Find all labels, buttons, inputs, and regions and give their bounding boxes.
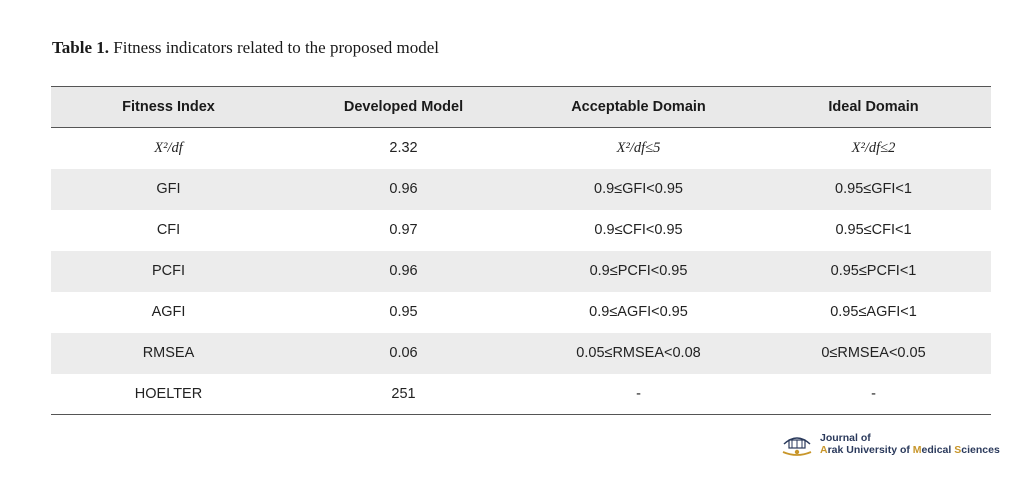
fitness-table-container: Fitness Index Developed Model Acceptable… bbox=[51, 86, 991, 415]
cell-developed: 2.32 bbox=[389, 140, 418, 157]
fitness-table: Fitness Index Developed Model Acceptable… bbox=[51, 86, 991, 415]
header-fitness-index: Fitness Index bbox=[51, 86, 286, 128]
journal-name-line2: Arak University of Medical Sciences bbox=[820, 444, 1000, 456]
caption-label: Table 1. bbox=[52, 38, 110, 57]
journal-name-line1: Journal of bbox=[820, 432, 871, 444]
table-row: RMSEA 0.06 0.05≤RMSEA<0.08 0≤RMSEA<0.05 bbox=[51, 332, 991, 374]
header-ideal-domain: Ideal Domain bbox=[756, 86, 991, 128]
cell-developed: 251 bbox=[286, 373, 521, 415]
caption-text: Fitness indicators related to the propos… bbox=[109, 38, 440, 57]
cell-developed: 0.96 bbox=[389, 181, 418, 197]
table-row: AGFI 0.95 0.9≤AGFI<0.95 0.95≤AGFI<1 bbox=[51, 292, 991, 333]
cell-ideal: X²/df≤2 bbox=[851, 139, 896, 156]
cell-acceptable: 0.9≤CFI<0.95 bbox=[594, 222, 683, 238]
table-row: PCFI 0.96 0.9≤PCFI<0.95 0.95≤PCFI<1 bbox=[51, 250, 991, 292]
cell-index: RMSEA bbox=[142, 345, 195, 361]
cell-ideal: - bbox=[756, 373, 991, 415]
cell-ideal: 0.95≤AGFI<1 bbox=[830, 304, 917, 320]
cell-index: PCFI bbox=[151, 263, 186, 279]
cell-developed: 0.95 bbox=[389, 304, 418, 320]
table-row: HOELTER 251 - - bbox=[51, 373, 991, 415]
journal-name: Journal of Arak University of Medical Sc… bbox=[820, 432, 1000, 456]
table-row: GFI 0.96 0.9≤GFI<0.95 0.95≤GFI<1 bbox=[51, 168, 991, 210]
cell-acceptable: X²/df≤5 bbox=[616, 139, 661, 156]
table-header-row: Fitness Index Developed Model Acceptable… bbox=[51, 86, 991, 128]
cell-acceptable: 0.9≤PCFI<0.95 bbox=[589, 263, 688, 279]
cell-index: HOELTER bbox=[51, 373, 286, 415]
cell-developed: 0.97 bbox=[389, 222, 418, 238]
table-row: X²/df 2.32 X²/df≤5 X²/df≤2 bbox=[51, 128, 991, 169]
cell-ideal: 0.95≤GFI<1 bbox=[835, 181, 912, 197]
cell-acceptable: - bbox=[521, 373, 756, 415]
cell-index: CFI bbox=[156, 222, 181, 238]
cell-ideal: 0≤RMSEA<0.05 bbox=[821, 345, 926, 361]
header-acceptable-domain: Acceptable Domain bbox=[521, 86, 756, 128]
cell-index: AGFI bbox=[151, 304, 186, 320]
cell-acceptable: 0.9≤AGFI<0.95 bbox=[589, 304, 688, 320]
cell-index: X²/df bbox=[154, 139, 183, 156]
cell-ideal: 0.95≤CFI<1 bbox=[835, 222, 912, 238]
cell-developed: 0.06 bbox=[389, 345, 418, 361]
table-row: CFI 0.97 0.9≤CFI<0.95 0.95≤CFI<1 bbox=[51, 210, 991, 251]
cell-acceptable: 0.05≤RMSEA<0.08 bbox=[576, 345, 701, 361]
cell-developed: 0.96 bbox=[389, 263, 418, 279]
header-developed-model: Developed Model bbox=[286, 86, 521, 128]
cell-ideal: 0.95≤PCFI<1 bbox=[830, 263, 917, 279]
cell-acceptable: 0.9≤GFI<0.95 bbox=[594, 181, 683, 197]
journal-logo: Journal of Arak University of Medical Sc… bbox=[780, 430, 1000, 458]
cell-index: GFI bbox=[156, 181, 181, 197]
table-caption: Table 1. Fitness indicators related to t… bbox=[52, 38, 439, 58]
university-emblem-icon bbox=[782, 437, 812, 456]
